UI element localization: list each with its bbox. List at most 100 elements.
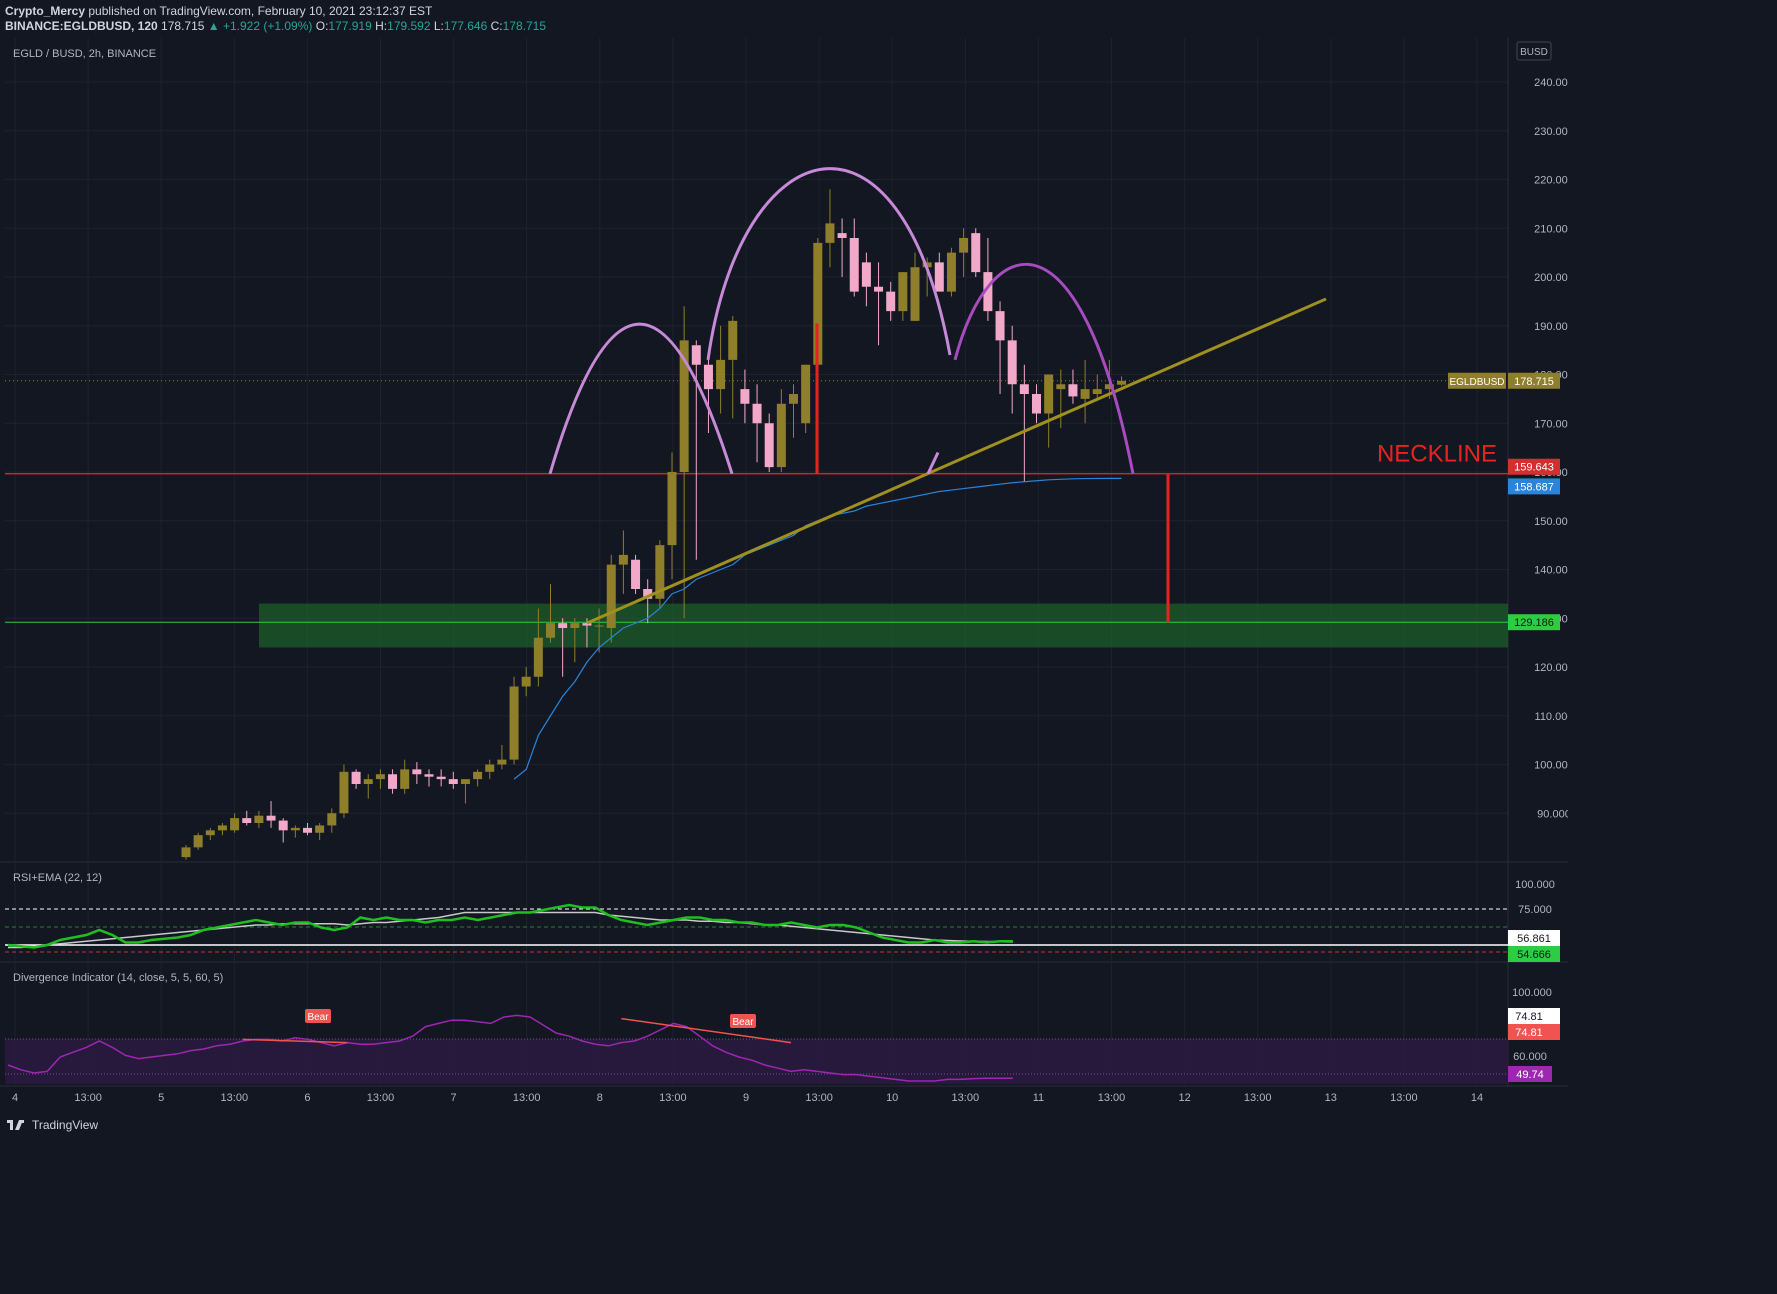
candle-body [181,847,191,858]
rsi-ema-value-label-bg [1508,946,1560,962]
candle-body [728,320,738,360]
candle-body [485,764,495,772]
candle-body [801,364,811,424]
currency-label: BUSD [1520,47,1548,58]
candle-body [837,233,847,238]
neckline-price-label: 159.643 [1514,462,1554,474]
candle-body [388,774,398,789]
candle-body [570,623,580,628]
divergence-bear-value-label: 74.81 [1515,1027,1543,1039]
last-price-label: 178.715 [1514,376,1554,388]
trendline [586,297,1327,625]
right-shoulder-arc [953,262,1135,475]
candle-body [266,815,276,821]
candle-body [946,252,956,292]
candle-body [1019,384,1029,394]
candle-body [400,769,410,789]
x-tick-label: 9 [743,1092,749,1104]
x-tick-label: 4 [12,1092,18,1104]
candle-body [1056,384,1066,390]
bear-divergence-line [242,1038,348,1044]
candle-body [1117,380,1127,385]
candle-body [740,389,750,404]
candle-body [473,771,483,780]
divergence-value-bg [1508,1008,1560,1024]
candle-body [813,242,823,365]
candle-body [910,267,920,321]
x-tick-label: 13:00 [1244,1092,1272,1104]
left-shoulder-arc [548,322,734,475]
candle-body [716,359,726,390]
candle-body [1032,394,1041,414]
y-tick-label: 110.000 [1535,711,1568,723]
x-tick-label: 7 [451,1092,457,1104]
tradingview-logo[interactable]: TradingView [6,1118,98,1132]
chart-header: Crypto_Mercy published on TradingView.co… [0,0,1568,38]
candle-body [606,564,616,628]
x-tick-label: 10 [886,1092,898,1104]
candle-body [874,286,884,292]
y-tick-label: 100.000 [1534,760,1568,772]
candle-body [436,776,446,780]
published-text: published on TradingView.com, February 1… [88,4,433,18]
candle-body [789,394,798,404]
candle-body [679,340,689,472]
grid-lines [0,38,1568,1087]
rsi-value-label: 56.861 [1517,933,1551,945]
candle-body [242,818,252,823]
candle-body [460,779,470,784]
author-name[interactable]: Crypto_Mercy [5,4,86,18]
divergence-title: Divergence Indicator (14, close, 5, 5, 6… [13,972,223,984]
rsi-value-label-bg [1508,930,1560,946]
candle-body [363,779,373,784]
trading-chart[interactable]: 240.000 230.000 220.000 210.000 200.000 190.0… [0,38,1568,1110]
x-tick-label: 13 [1325,1092,1337,1104]
x-tick-label: 8 [597,1092,603,1104]
candle-body [278,820,288,831]
y-tick-label: 240.000 [1534,77,1568,89]
candle-body [327,813,337,826]
bear-badge: Bear [307,1012,329,1023]
candle-body [934,262,944,292]
x-tick-label: 13:00 [513,1092,541,1104]
divergence-y-tick: 100.000 [1512,987,1552,999]
candle-body [995,311,1005,341]
candle-body [193,835,203,848]
candle-body [533,637,543,677]
high-label: H: [375,19,388,33]
candle-body [776,403,786,468]
support-zone [259,603,1508,648]
x-tick-label: 13:00 [74,1092,102,1104]
divergence-last-value-label: 49.74 [1516,1069,1544,1081]
chart-background [0,38,1568,1110]
candle-body [315,825,325,833]
candle-body [546,623,555,638]
y-tick-label: 170.000 [1534,418,1568,430]
symbol-line: BINANCE:EGLDBUSD, 120 [5,19,158,33]
close-value: 178.715 [502,19,547,33]
y-tick-label: 220.000 [1534,175,1568,187]
last-price-label-bg [1508,372,1560,389]
y-tick-label: 210.000 [1534,223,1568,235]
tradingview-logo-icon [7,1120,24,1130]
candle-body [205,830,215,836]
chart-layer: 240.000 230.000 220.000 210.000 200.000 190.0… [5,41,1568,1104]
rsi-y-tick: 100.000 [1515,879,1555,891]
candle-body [351,771,361,784]
last-price: 178.715 [161,19,205,33]
candle-body [631,559,641,589]
neckline-price-label-bg [1508,458,1560,475]
x-tick-label: 13:00 [1098,1092,1126,1104]
currency-badge [1516,41,1552,61]
open-label: O: [315,19,329,33]
divergence-line [7,1014,1013,1082]
rsi-y-tick: 75.000 [1518,904,1552,916]
support-price-label: 129.186 [1514,617,1554,629]
candle-body [655,545,665,599]
divergence-y-tick: 60.000 [1513,1051,1547,1063]
candle-body [898,272,908,312]
candle-body [558,623,568,628]
candle-body [1104,384,1114,390]
bear-badge: Bear [732,1017,754,1028]
candle-body [667,472,677,546]
